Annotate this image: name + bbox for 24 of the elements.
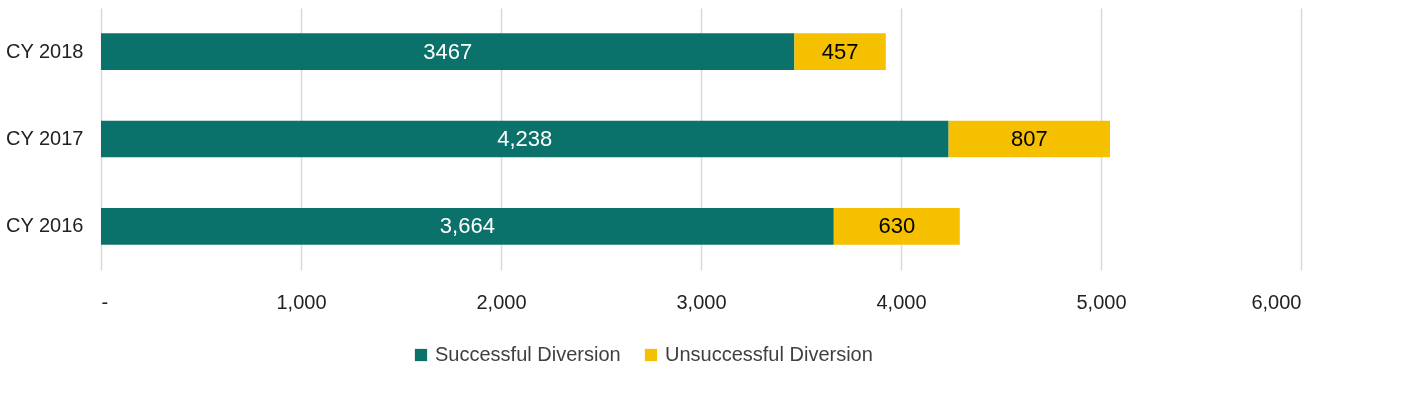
x-tick-label: 3,000 [676,290,727,313]
data-label: 3,664 [439,213,495,239]
bar [794,33,886,71]
x-tick-label: 2,000 [476,290,527,313]
bar [833,207,960,245]
data-label: 4,238 [497,126,553,151]
legend-label: Unsuccessful Diversion [665,343,873,365]
legend-label: Successful Diversion [435,343,621,365]
bar [101,207,834,245]
bar [101,120,949,158]
y-tick-label: CY 2016 [6,214,84,237]
bar [101,33,795,71]
x-tick-label: 4,000 [876,290,927,313]
y-tick-label: CY 2017 [6,127,84,149]
bar [948,120,1110,158]
x-tick-label: 1,000 [276,290,327,313]
data-label: 807 [1010,126,1048,151]
data-label: 3467 [423,38,473,64]
data-label: 630 [878,213,916,239]
x-tick-label: - [101,290,109,313]
data-label: 457 [821,38,859,64]
y-tick-label: CY 2018 [6,39,84,62]
x-tick-label: 6,000 [1251,290,1302,313]
x-tick-label: 5,000 [1076,290,1127,313]
